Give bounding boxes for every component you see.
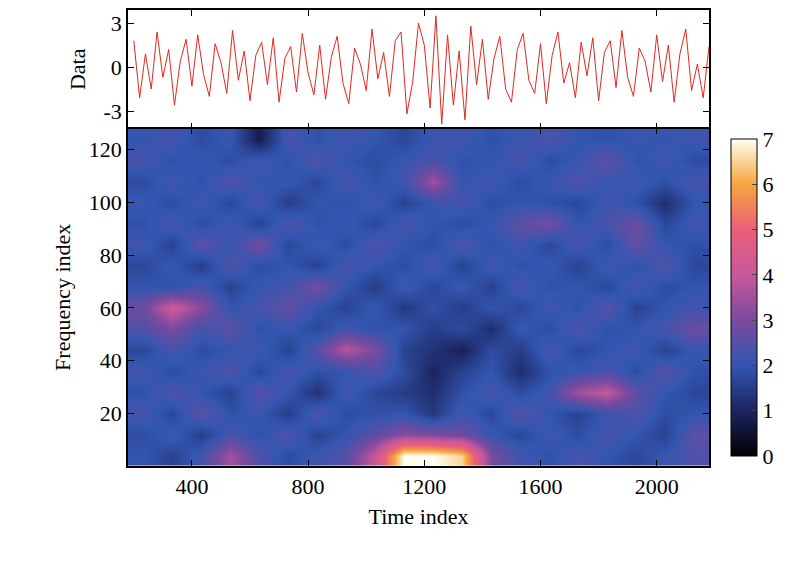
svg-text:3: 3 (111, 11, 122, 36)
svg-text:-3: -3 (104, 99, 122, 124)
svg-text:1600: 1600 (519, 474, 563, 499)
svg-text:120: 120 (89, 137, 122, 162)
svg-text:0: 0 (111, 55, 122, 80)
svg-text:2000: 2000 (635, 474, 679, 499)
svg-text:5: 5 (762, 217, 773, 242)
svg-text:0: 0 (762, 444, 773, 469)
svg-text:20: 20 (100, 401, 122, 426)
svg-text:6: 6 (762, 172, 773, 197)
svg-text:1: 1 (762, 398, 773, 423)
svg-text:60: 60 (100, 296, 122, 321)
svg-text:Data: Data (65, 48, 90, 90)
svg-text:3: 3 (762, 308, 773, 333)
svg-text:800: 800 (292, 474, 325, 499)
svg-text:400: 400 (175, 474, 208, 499)
svg-text:100: 100 (89, 190, 122, 215)
svg-text:80: 80 (100, 243, 122, 268)
svg-text:Frequency index: Frequency index (50, 224, 75, 371)
svg-text:Time index: Time index (368, 504, 468, 529)
svg-text:40: 40 (100, 348, 122, 373)
svg-text:7: 7 (762, 127, 773, 152)
svg-text:2: 2 (762, 353, 773, 378)
svg-text:1200: 1200 (402, 474, 446, 499)
svg-text:4: 4 (762, 263, 773, 288)
